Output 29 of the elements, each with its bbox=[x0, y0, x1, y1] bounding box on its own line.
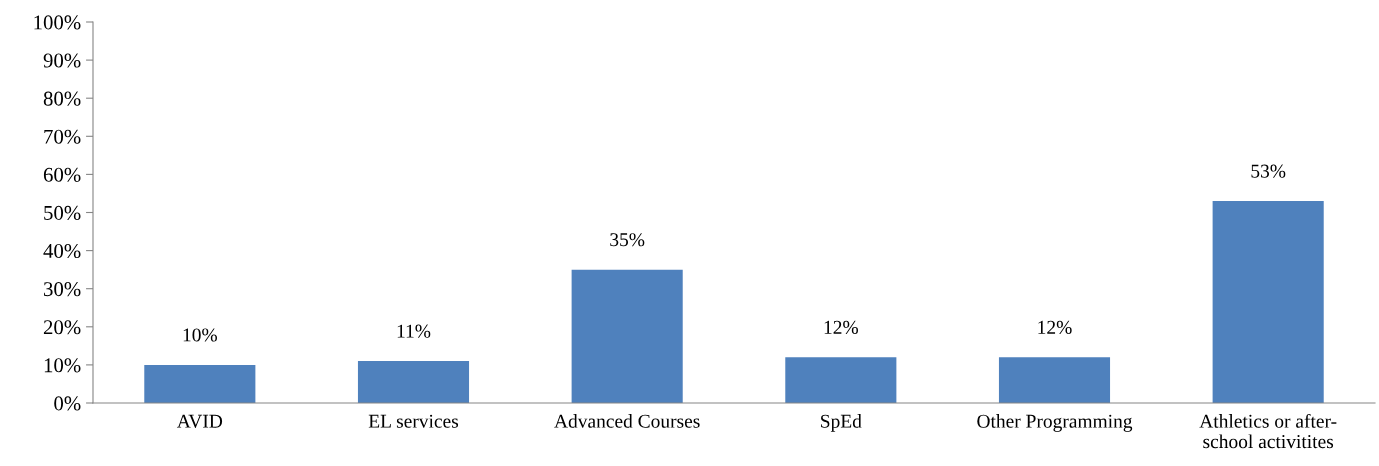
y-tick-label: 80% bbox=[43, 91, 81, 106]
y-tick-label: 0% bbox=[54, 396, 81, 411]
y-tick-label: 70% bbox=[44, 129, 81, 144]
bar bbox=[571, 269, 683, 403]
data-label: 11% bbox=[397, 324, 431, 338]
y-tick-label: 60% bbox=[43, 167, 81, 182]
data-label: 10% bbox=[183, 328, 217, 342]
data-label: 12% bbox=[824, 320, 858, 334]
x-tick-label: Other Programming bbox=[977, 414, 1133, 432]
bar bbox=[357, 361, 470, 403]
bar bbox=[998, 357, 1111, 403]
y-tick-label: 20% bbox=[43, 320, 81, 335]
y-tick-label: 30% bbox=[44, 282, 81, 297]
y-tick-label: 10% bbox=[44, 358, 81, 373]
data-label: 12% bbox=[1038, 320, 1072, 334]
x-tick-label: AVID bbox=[176, 414, 223, 428]
x-tick-label: EL services bbox=[368, 414, 459, 428]
y-tick-label: 100% bbox=[34, 15, 81, 30]
x-tick-label: Advanced Courses bbox=[554, 414, 700, 428]
y-tick-label: 40% bbox=[43, 243, 81, 259]
bar bbox=[144, 364, 256, 403]
x-tick-label: Athletics or after-school activitites bbox=[1199, 413, 1337, 449]
bar bbox=[1212, 201, 1324, 403]
x-tick-label: SpEd bbox=[821, 414, 862, 432]
y-tick-label: 50% bbox=[44, 205, 81, 220]
data-label: 35% bbox=[610, 233, 645, 247]
bar bbox=[785, 357, 897, 403]
y-tick-label: 90% bbox=[43, 53, 81, 68]
data-label: 53% bbox=[1251, 164, 1286, 178]
